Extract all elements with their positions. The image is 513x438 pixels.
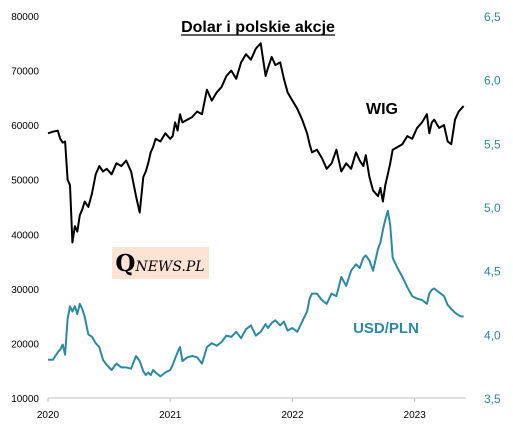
x-axis-tick-label: 2022 xyxy=(281,410,304,421)
x-axis-tick-label: 2023 xyxy=(404,410,427,421)
usd-pln-series-label: USD/PLN xyxy=(353,320,419,337)
left-axis-tick-label: 60000 xyxy=(11,121,39,132)
x-axis-tick-label: 2021 xyxy=(159,410,182,421)
usd-pln-series-line xyxy=(48,209,464,378)
left-axis-tick-label: 70000 xyxy=(11,67,39,78)
wig-series-line xyxy=(47,42,465,244)
right-axis-tick-label: 5,0 xyxy=(484,201,501,215)
left-axis-tick-label: 20000 xyxy=(11,339,39,350)
logo-text: QNEWS.PL xyxy=(115,250,204,277)
left-axis-tick-label: 40000 xyxy=(11,230,39,241)
right-axis-tick-label: 6,5 xyxy=(484,10,501,24)
right-axis-ticks: 3,5 4,0 4,5 5,0 5,5 6,0 6,5 xyxy=(484,10,501,406)
chart-title: Dolar i polskie akcje xyxy=(181,19,335,36)
logo-badge: QNEWS.PL xyxy=(112,247,209,279)
wig-series-label: WIG xyxy=(366,101,398,118)
left-axis-tick-label: 80000 xyxy=(11,12,39,23)
logo-first-letter: Q xyxy=(115,250,135,277)
x-axis-tick-label: 2020 xyxy=(37,410,60,421)
left-axis-ticks: 10000 20000 30000 40000 50000 60000 70000 80000 xyxy=(11,12,39,405)
right-axis-tick-label: 4,5 xyxy=(484,265,501,279)
right-axis-tick-label: 3,5 xyxy=(484,392,501,406)
right-axis-tick-label: 5,5 xyxy=(484,137,501,151)
logo-rest-text: NEWS.PL xyxy=(134,259,204,275)
left-axis-tick-label: 10000 xyxy=(11,394,39,405)
x-axis-ticks: 2020 2021 2022 2023 xyxy=(37,398,426,421)
right-axis-tick-label: 4,0 xyxy=(484,328,501,342)
logo-background xyxy=(112,247,209,279)
right-axis-tick-label: 6,0 xyxy=(484,74,501,88)
left-axis-tick-label: 50000 xyxy=(11,176,39,187)
left-axis-tick-label: 30000 xyxy=(11,285,39,296)
